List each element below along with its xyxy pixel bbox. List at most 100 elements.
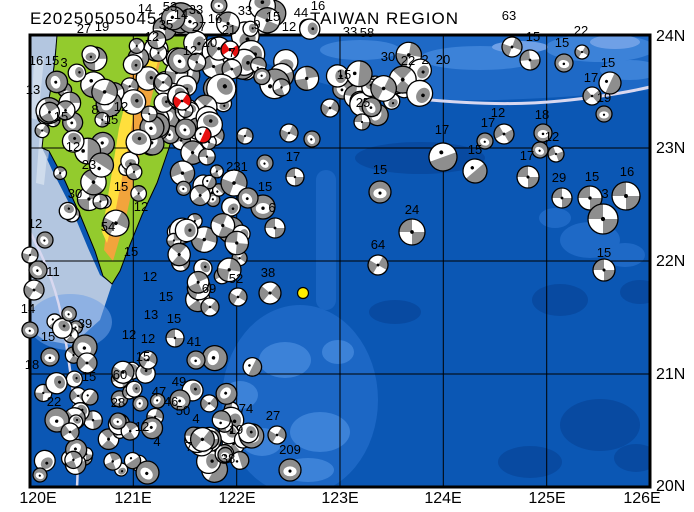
- longitude-label: 120E: [19, 490, 56, 507]
- beachball: [34, 122, 50, 139]
- beachball: [533, 123, 553, 143]
- beachball: [28, 260, 48, 280]
- depth-label: 15: [41, 329, 55, 344]
- beachball: [209, 164, 224, 179]
- beachball: [299, 18, 321, 40]
- depth-label: 33: [238, 3, 252, 18]
- depth-label: 15: [526, 29, 540, 44]
- beachball: [493, 123, 515, 145]
- beachball: [189, 426, 215, 452]
- beachball: [40, 347, 60, 367]
- bathymetry-patch: [322, 340, 354, 364]
- bathymetry-deep: [498, 446, 562, 478]
- longitude-label: 124E: [424, 490, 461, 507]
- beachball: [210, 213, 236, 238]
- beachball: [220, 169, 248, 197]
- beachball: [128, 37, 145, 55]
- beachball: [598, 71, 622, 95]
- beachball: [130, 185, 148, 202]
- beachball: [125, 129, 152, 156]
- beachball: [303, 130, 321, 148]
- depth-label: 15: [601, 55, 615, 70]
- beachball: [279, 123, 299, 143]
- beachball: [61, 305, 77, 322]
- event-id-title: E202505050451A: [30, 9, 180, 28]
- depth-label: 24: [405, 202, 419, 217]
- depth-label: 46: [164, 394, 178, 409]
- beachball: [125, 163, 143, 181]
- depth-label: 39: [78, 316, 92, 331]
- depth-label: 12: [145, 29, 159, 44]
- depth-label: 25: [356, 95, 370, 110]
- beachball: [135, 460, 160, 485]
- depth-label: 3: [601, 186, 608, 201]
- beachball: [216, 11, 241, 36]
- depth-label: 17: [286, 149, 300, 164]
- beachball: [92, 193, 109, 210]
- beachball: [53, 166, 68, 181]
- beachball: [102, 209, 130, 237]
- depth-label: 12: [114, 99, 128, 114]
- depth-label: 209: [279, 442, 301, 457]
- depth-label: 58: [360, 25, 374, 40]
- depth-label: 52: [229, 271, 243, 286]
- beachball: [58, 201, 77, 221]
- beachball: [592, 258, 616, 282]
- beachball: [519, 49, 541, 71]
- depth-label: 69: [202, 281, 216, 296]
- latitude-label: 22N: [656, 253, 685, 270]
- latitude-label: 24N: [656, 28, 685, 45]
- beachball: [123, 451, 142, 470]
- highlight-beachball: [220, 40, 240, 60]
- beachball: [345, 60, 373, 88]
- beachball: [103, 451, 123, 471]
- bathymetry-deep: [614, 444, 650, 472]
- beachball: [51, 317, 73, 339]
- beachball: [238, 422, 259, 444]
- beachball: [531, 141, 549, 159]
- depth-label: 38: [261, 265, 275, 280]
- beachball: [61, 129, 85, 153]
- beachball: [81, 45, 100, 64]
- beachball: [36, 231, 54, 249]
- depth-label: 47: [152, 384, 166, 399]
- beachball: [120, 89, 147, 115]
- region-title: TAIWAN REGION: [310, 9, 459, 28]
- depth-label: 29: [552, 170, 566, 185]
- beachball: [65, 370, 83, 388]
- beachball: [201, 344, 228, 372]
- depth-label: 17: [435, 122, 449, 137]
- depth-label: 17: [520, 148, 534, 163]
- depth-label: 53: [163, 0, 177, 14]
- beachball: [256, 154, 274, 172]
- latest-event-dot: [296, 286, 310, 300]
- beachball: [72, 334, 98, 360]
- depth-label: 12: [135, 419, 149, 434]
- depth-label: 50: [176, 403, 190, 418]
- depth-label: 19: [229, 422, 243, 437]
- beachball: [224, 230, 250, 256]
- beachball: [68, 414, 84, 430]
- beachball: [160, 5, 186, 31]
- beachball: [587, 203, 619, 235]
- depth-label: 14: [21, 301, 35, 316]
- depth-label: 17: [481, 115, 495, 130]
- beachball: [64, 450, 83, 470]
- beachball: [462, 158, 488, 184]
- depth-label: 4: [192, 411, 199, 426]
- beachball: [368, 180, 392, 204]
- beachball: [242, 20, 259, 37]
- beachball: [109, 412, 127, 430]
- depth-label: 33: [189, 2, 203, 17]
- beachball: [33, 449, 56, 472]
- depth-label: 15: [124, 244, 138, 259]
- depth-label: 33: [343, 24, 357, 39]
- bathymetry-patch: [290, 412, 350, 452]
- beachball: [147, 30, 167, 50]
- beachball: [258, 281, 282, 305]
- beachball: [149, 392, 166, 409]
- beachball: [186, 350, 206, 370]
- depth-label: 35: [159, 17, 173, 32]
- beachball: [221, 58, 243, 80]
- latitude-label: 20N: [656, 478, 685, 495]
